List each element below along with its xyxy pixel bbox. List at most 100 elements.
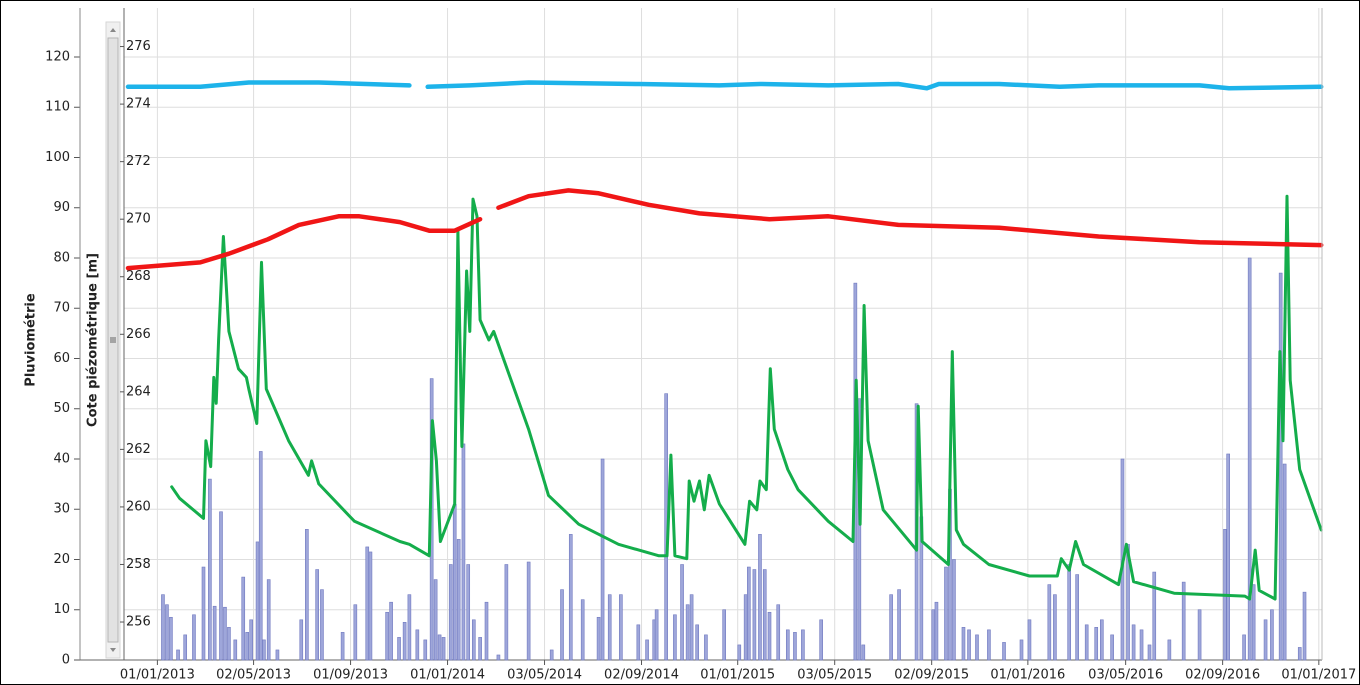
bar	[1278, 272, 1283, 661]
scroll-grip	[110, 337, 116, 343]
bar	[245, 632, 250, 661]
y-tick-label: 30	[53, 502, 70, 517]
bar	[208, 478, 212, 661]
bar	[1027, 619, 1032, 661]
bar	[526, 561, 531, 661]
bar	[975, 634, 979, 661]
y-tick-label: 120	[45, 49, 70, 64]
bar	[743, 594, 748, 661]
x-tick-label: 02/09/2015	[894, 668, 969, 683]
bar	[227, 627, 231, 661]
line-series	[125, 188, 1324, 271]
bar	[233, 639, 238, 661]
bar	[1099, 619, 1104, 661]
bar	[549, 649, 554, 661]
bar	[161, 594, 165, 661]
bar	[433, 579, 438, 661]
bar	[680, 564, 684, 661]
bar	[1282, 463, 1287, 661]
y-axis-title: Pluviométrie	[24, 293, 39, 387]
bar	[785, 629, 790, 661]
y-tick-label: 20	[53, 552, 70, 567]
bar	[762, 569, 767, 661]
y-tick-label: 70	[53, 301, 70, 316]
line-series	[170, 194, 1323, 601]
bar	[397, 637, 401, 661]
bar	[1110, 634, 1114, 661]
bar	[402, 622, 407, 661]
bar	[695, 624, 699, 661]
bar	[1152, 571, 1157, 661]
bar	[961, 627, 966, 661]
bar	[255, 541, 260, 661]
bar	[249, 619, 253, 661]
bar	[689, 594, 694, 661]
bar	[580, 599, 585, 661]
bar	[1084, 624, 1089, 661]
scrollbar[interactable]	[105, 21, 121, 659]
bar	[737, 644, 742, 661]
bar	[1181, 581, 1186, 661]
y2-tick-label: 258	[126, 557, 151, 572]
bar	[219, 511, 223, 661]
y-tick-label: 50	[53, 401, 70, 416]
bar	[1270, 609, 1274, 661]
bar	[1297, 647, 1302, 661]
y-tick-label: 90	[53, 200, 70, 215]
bar	[305, 529, 309, 661]
y2-tick-label: 262	[126, 442, 151, 457]
bar	[275, 649, 280, 661]
bar	[1302, 591, 1307, 661]
bar	[758, 534, 762, 661]
bar	[1053, 594, 1057, 661]
bar-series	[161, 257, 1307, 661]
bar	[183, 634, 188, 661]
bar	[315, 569, 319, 661]
bar	[987, 629, 991, 661]
bar	[1067, 564, 1072, 661]
bar	[636, 624, 641, 661]
y-tick-label: 110	[45, 100, 70, 115]
bar	[801, 629, 805, 661]
bar	[704, 634, 708, 661]
y-tick-label: 40	[53, 451, 70, 466]
bar	[1075, 574, 1079, 661]
bar	[266, 579, 271, 661]
bar	[1147, 644, 1152, 661]
bar	[223, 606, 227, 661]
bar	[673, 614, 677, 661]
bar	[461, 443, 466, 661]
bar	[192, 614, 196, 661]
y-tick-label: 10	[53, 602, 70, 617]
y2-tick-label: 268	[126, 269, 151, 284]
bar	[944, 566, 948, 661]
bar	[423, 639, 428, 661]
x-tick-label: 02/09/2016	[1185, 668, 1260, 683]
bar	[1047, 584, 1052, 661]
bar	[793, 632, 797, 661]
scroll-up[interactable]	[110, 28, 116, 32]
y2-tick-label: 272	[126, 154, 151, 169]
bar	[389, 601, 393, 661]
bar	[466, 564, 471, 661]
y-tick-label: 100	[45, 150, 70, 165]
y-tick-label: 60	[53, 351, 70, 366]
bar	[448, 564, 453, 661]
bar	[952, 559, 956, 661]
bar	[258, 451, 263, 661]
line-series	[125, 80, 1324, 91]
bar	[752, 569, 757, 661]
bar	[320, 589, 324, 661]
bar	[819, 619, 823, 661]
bar	[654, 609, 659, 661]
y2-tick-label: 276	[126, 39, 151, 54]
bar	[415, 629, 420, 661]
bar	[385, 611, 389, 661]
scroll-down[interactable]	[110, 648, 116, 652]
bar	[747, 566, 751, 661]
bar	[600, 458, 605, 661]
bar	[484, 601, 489, 661]
x-tick-label: 02/09/2014	[604, 668, 679, 683]
